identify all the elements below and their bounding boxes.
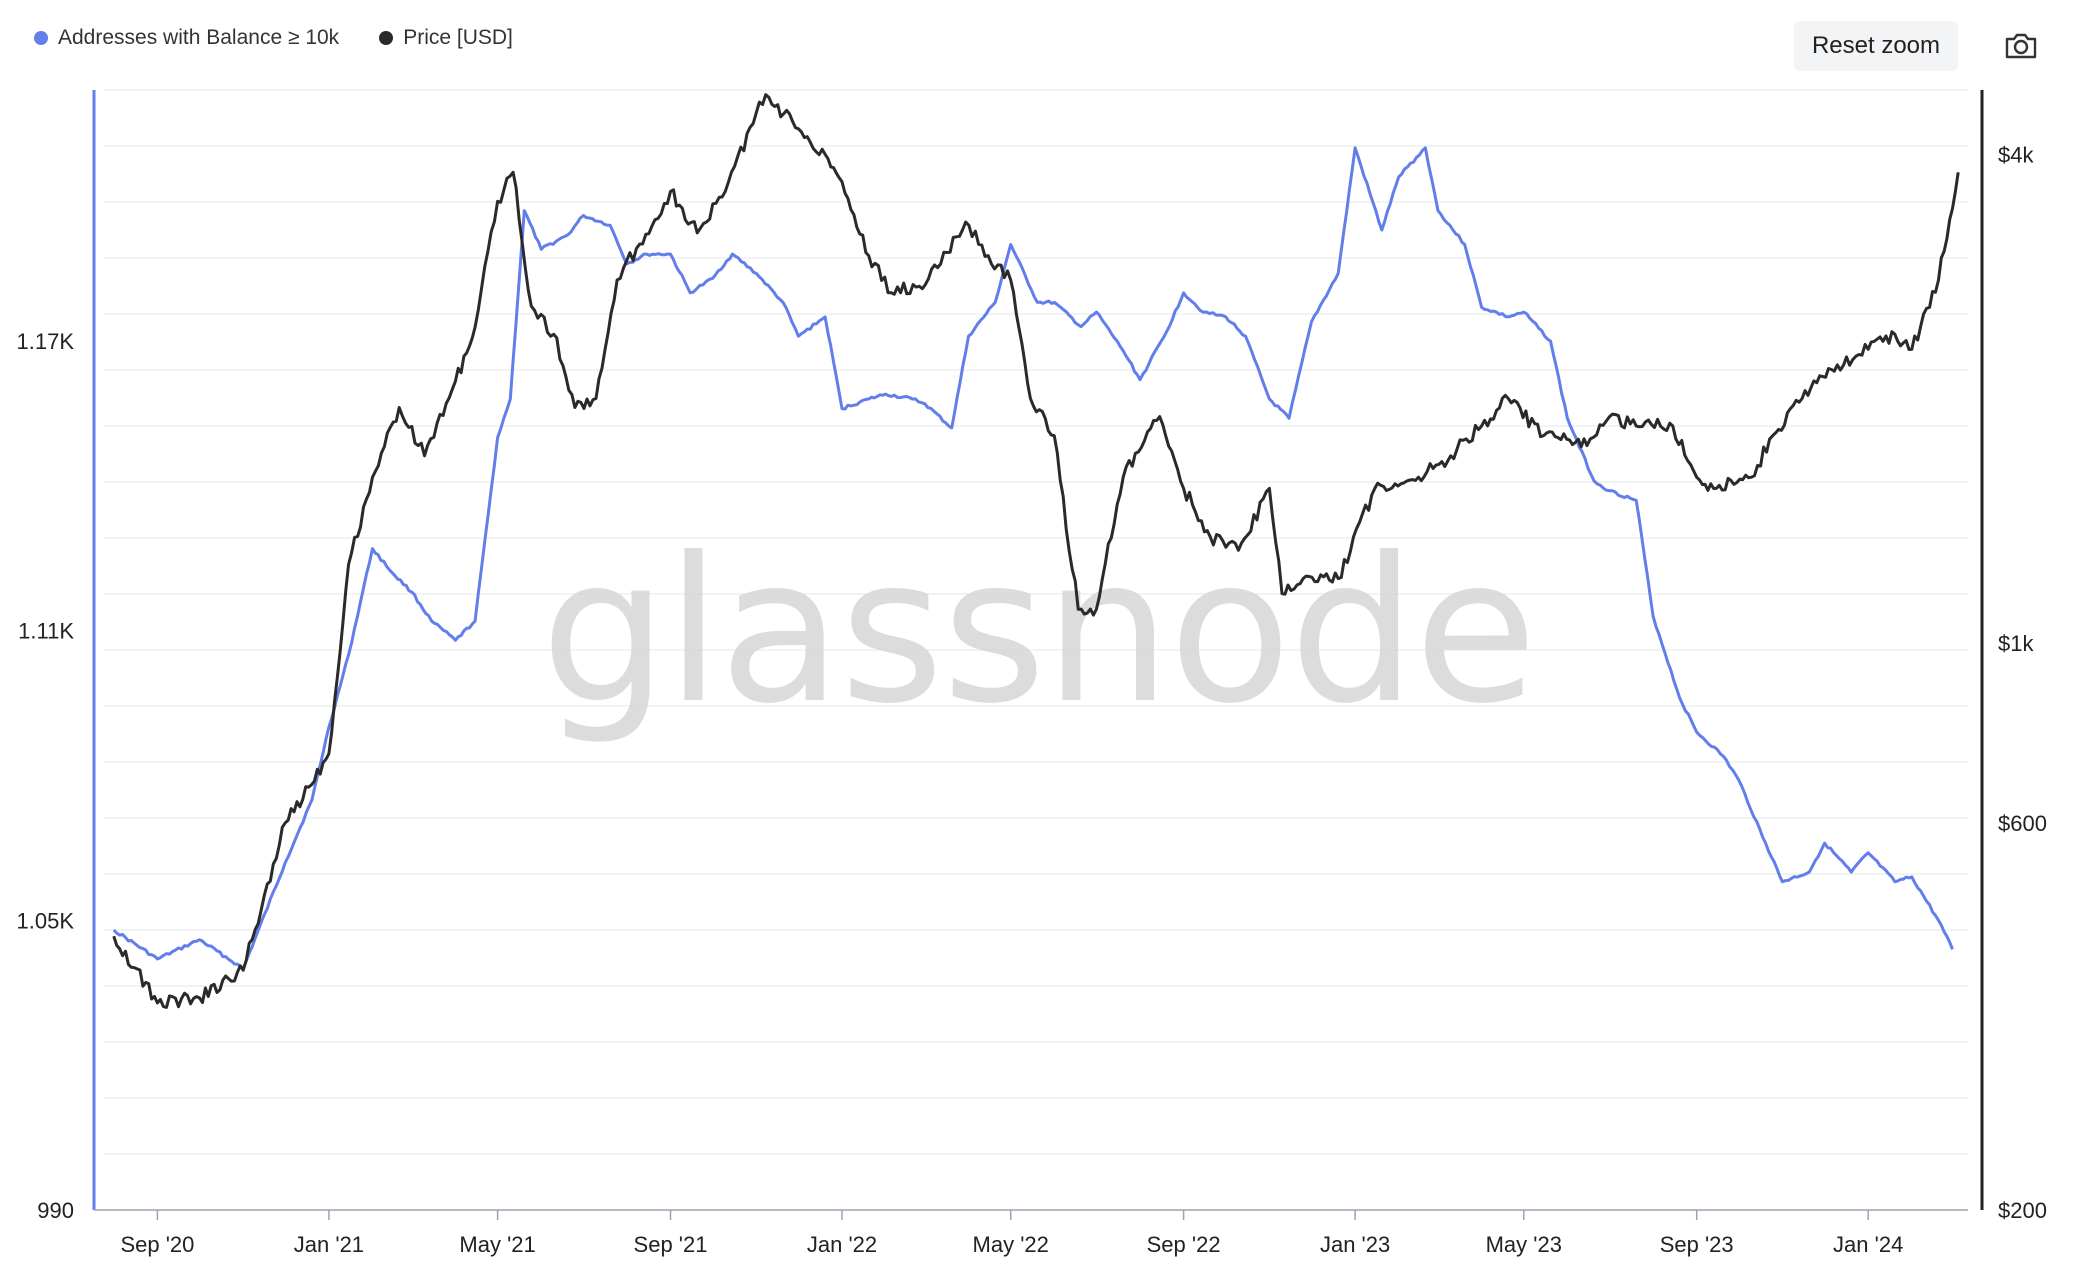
x-tick-label: Jan '22: [807, 1232, 877, 1257]
y-right-tick-label: $200: [1998, 1198, 2047, 1223]
y-left-tick-label: 1.11K: [18, 619, 74, 644]
x-tick-label: Jan '23: [1320, 1232, 1390, 1257]
y-left-tick-label: 1.05K: [17, 908, 75, 933]
legend-label-price: Price [USD]: [403, 26, 513, 49]
x-tick-label: Sep '21: [634, 1232, 708, 1257]
x-tick-label: May '22: [973, 1232, 1049, 1257]
legend-dot-price: [379, 31, 394, 45]
legend-item-price[interactable]: Price [USD]: [379, 26, 513, 50]
legend: Addresses with Balance ≥ 10k Price [USD]: [34, 26, 513, 50]
y-left-tick-label: 990: [37, 1198, 74, 1223]
x-tick-label: Jan '21: [294, 1232, 364, 1257]
series-lines: [112, 93, 1960, 1009]
x-tick-label: Sep '22: [1147, 1232, 1221, 1257]
reset-zoom-button[interactable]: Reset zoom: [1794, 21, 1958, 71]
y-right-tick-label: $600: [1998, 811, 2047, 836]
x-tick-label: Jan '24: [1833, 1232, 1903, 1257]
x-tick-label: May '21: [459, 1232, 535, 1257]
y-left-tick-label: 1.17K: [17, 329, 75, 354]
axes: [92, 90, 1984, 1220]
y-right-tick-label: $4k: [1998, 142, 2034, 167]
series-line-addresses: [112, 146, 1954, 971]
series-line-price: [112, 93, 1960, 1009]
x-tick-label: Sep '23: [1660, 1232, 1734, 1257]
grid-lines: [104, 89, 1968, 1211]
tick-labels: Sep '20 Jan '21 May '21 Sep '21 Jan '22 May '…: [17, 142, 2047, 1257]
legend-item-addresses[interactable]: Addresses with Balance ≥ 10k: [34, 26, 339, 50]
x-tick-label: May '23: [1486, 1232, 1562, 1257]
camera-icon[interactable]: [2004, 30, 2038, 62]
legend-label-addresses: Addresses with Balance ≥ 10k: [58, 26, 340, 49]
y-right-tick-label: $1k: [1998, 631, 2034, 656]
watermark-text: glassnode: [541, 515, 1536, 748]
x-tick-label: Sep '20: [120, 1232, 194, 1257]
legend-dot-addresses: [34, 31, 48, 45]
